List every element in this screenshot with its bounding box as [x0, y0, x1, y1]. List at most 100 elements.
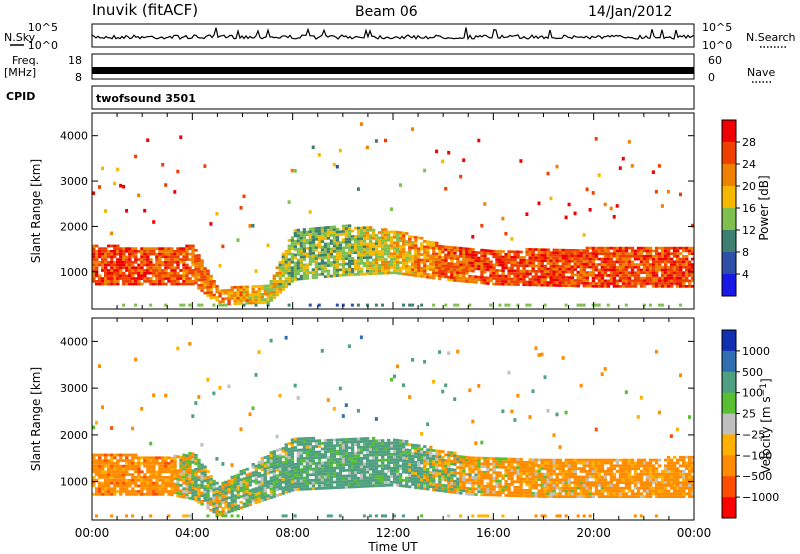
echo-cell — [414, 472, 418, 475]
echo-cell — [666, 190, 670, 194]
echo-cell — [498, 269, 502, 272]
echo-cell — [411, 271, 415, 274]
echo-cell — [453, 276, 457, 279]
echo-cell — [480, 462, 484, 466]
echo-cell — [429, 448, 433, 452]
echo-cell — [350, 243, 355, 246]
echo-cell — [459, 491, 463, 495]
echo-cell — [296, 234, 301, 237]
echo-cell — [326, 478, 331, 481]
echo-cell — [480, 257, 484, 260]
echo-cell — [143, 269, 147, 272]
echo-cell — [384, 475, 388, 479]
echo-cell — [402, 242, 406, 246]
echo-cell — [173, 274, 177, 278]
echo-cell — [350, 443, 355, 447]
echo-cell — [423, 453, 427, 457]
echo-cell — [236, 476, 240, 480]
echo-cell — [657, 263, 662, 266]
echo-cell — [519, 472, 523, 475]
nsky-tick-bottom: 10^0 — [28, 39, 58, 52]
echo-cell — [374, 234, 379, 237]
echo-cell — [685, 257, 689, 261]
echo-cell — [182, 252, 186, 256]
echo-cell — [417, 271, 421, 275]
echo-cell — [101, 470, 105, 474]
echo-cell — [332, 407, 336, 411]
echo-cell — [666, 265, 671, 269]
echo-cell — [669, 282, 674, 285]
echo-cell — [242, 494, 246, 497]
echo-cell — [203, 275, 207, 278]
echo-cell — [329, 247, 334, 251]
echo-cell — [200, 283, 204, 287]
echo-cell — [609, 263, 614, 266]
echo-cell — [552, 256, 556, 260]
echo-cell — [498, 463, 502, 466]
echo-cell — [164, 252, 168, 256]
echo-cell — [317, 153, 321, 157]
echo-cell — [522, 272, 526, 276]
echo-cell — [116, 263, 120, 267]
echo-cell — [332, 241, 337, 245]
echo-cell — [522, 264, 526, 267]
echo-cell — [417, 247, 421, 251]
echo-cell — [438, 452, 442, 456]
echo-cell — [525, 463, 529, 467]
echo-cell — [540, 262, 544, 265]
echo-cell — [477, 138, 481, 143]
echo-cell — [474, 261, 478, 265]
echo-cell — [489, 271, 493, 275]
echo-cell — [435, 449, 439, 453]
echo-cell — [266, 287, 270, 290]
echo-cell — [227, 294, 231, 298]
echo-cell — [275, 494, 279, 497]
echo-cell — [423, 456, 427, 460]
echo-cell — [691, 276, 695, 280]
echo-cell — [528, 280, 532, 284]
echo-cell — [429, 474, 433, 477]
echo-cell — [519, 264, 523, 267]
echo-cell — [314, 248, 319, 252]
echo-cell — [248, 301, 252, 305]
echo-cell — [450, 479, 454, 483]
echo-cell — [311, 230, 316, 233]
echo-cell — [561, 486, 565, 490]
echo-cell — [402, 267, 406, 270]
echo-cell — [468, 487, 472, 491]
echo-cell — [272, 489, 276, 493]
echo-cell — [260, 468, 264, 472]
echo-cell — [155, 478, 159, 482]
echo-cell — [248, 500, 252, 504]
echo-cell — [519, 491, 523, 495]
echo-cell — [197, 254, 201, 257]
echo-cell — [128, 473, 132, 476]
echo-cell — [483, 281, 487, 285]
echo-cell — [254, 487, 258, 490]
echo-cell — [356, 482, 361, 486]
echo-cell — [128, 459, 132, 462]
echo-cell — [266, 466, 270, 470]
echo-cell — [191, 460, 195, 464]
echo-cell — [356, 457, 361, 460]
echo-cell — [477, 470, 481, 474]
echo-cell — [113, 263, 117, 267]
echo-cell — [525, 264, 529, 268]
echo-cell — [519, 272, 523, 276]
echo-cell — [387, 450, 391, 453]
echo-cell — [260, 295, 264, 299]
echo-cell — [621, 282, 626, 285]
echo-cell — [456, 485, 460, 489]
echo-cell — [615, 268, 620, 272]
echo-cell — [663, 257, 668, 261]
echo-cell — [381, 247, 385, 251]
echo-cell — [329, 466, 334, 470]
echo-cell — [510, 250, 514, 254]
echo-cell — [281, 475, 285, 478]
echo-cell — [239, 206, 243, 210]
echo-cell — [200, 286, 204, 290]
echo-cell — [281, 255, 285, 259]
echo-cell — [450, 482, 454, 485]
echo-cell — [441, 258, 445, 262]
echo-cell — [353, 443, 358, 447]
